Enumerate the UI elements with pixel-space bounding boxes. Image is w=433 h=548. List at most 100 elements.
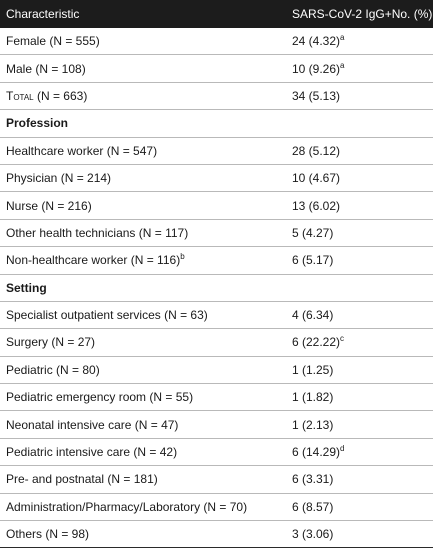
table-row: Pre- and postnatal (N = 181) 6 (3.31)	[0, 466, 433, 494]
table-row: Female (N = 555) 24 (4.32)a	[0, 28, 433, 56]
row-value: 1 (1.82)	[272, 390, 433, 404]
row-label-text: Non-healthcare worker (N = 116)	[6, 253, 181, 268]
row-value-text: 13 (6.02)	[292, 198, 341, 213]
row-label-text: Other health technicians (N = 117)	[6, 225, 189, 240]
row-label-text: Pre- and postnatal (N = 181)	[6, 472, 158, 487]
row-label: Non-healthcare worker (N = 116)b	[0, 252, 272, 268]
row-label-text: Others (N = 98)	[6, 527, 90, 542]
row-value-text: 10 (9.26)	[292, 61, 341, 76]
row-value: 4 (6.34)	[272, 308, 433, 322]
row-label-text: Neonatal intensive care (N = 47)	[6, 417, 179, 432]
row-label-text: Setting	[6, 280, 47, 295]
row-value: 6 (8.57)	[272, 500, 433, 514]
row-label-text: Pediatric intensive care (N = 42)	[6, 445, 178, 460]
table-row: Specialist outpatient services (N = 63) 4…	[0, 301, 433, 330]
row-label: Pediatric emergency room (N = 55)	[0, 390, 272, 404]
row-value-text: 10 (4.67)	[292, 171, 341, 186]
row-value: 6 (14.29)d	[272, 444, 433, 460]
footnote-marker: a	[340, 60, 345, 70]
row-value-text: 4 (6.34)	[292, 308, 334, 323]
row-label: Pediatric intensive care (N = 42)	[0, 445, 272, 459]
row-label-text: Total (N = 663)	[6, 88, 88, 103]
row-label: Neonatal intensive care (N = 47)	[0, 418, 272, 432]
row-value-text: 6 (22.22)	[292, 335, 341, 350]
row-value: 6 (3.31)	[272, 472, 433, 486]
row-value: 34 (5.13)	[272, 89, 433, 103]
row-label-text: Male (N = 108)	[6, 61, 86, 76]
row-label: Total (N = 663)	[0, 89, 272, 103]
row-label: Specialist outpatient services (N = 63)	[0, 308, 272, 322]
row-label: Male (N = 108)	[0, 62, 272, 76]
row-label-text: Female (N = 555)	[6, 34, 100, 49]
row-value-text: 6 (3.31)	[292, 472, 334, 487]
row-value: 28 (5.12)	[272, 144, 433, 158]
header-characteristic: Characteristic	[6, 7, 80, 21]
row-label-text: Profession	[6, 116, 69, 131]
row-value-text: 1 (2.13)	[292, 417, 334, 432]
row-value: 6 (22.22)c	[272, 334, 433, 350]
row-label-text: Administration/Pharmacy/Laboratory (N = …	[6, 499, 248, 514]
table-row: Nurse (N = 216) 13 (6.02)	[0, 192, 433, 220]
footnote-marker: a	[340, 33, 345, 43]
row-value-text: 3 (3.06)	[292, 527, 334, 542]
row-label: Other health technicians (N = 117)	[0, 226, 272, 240]
row-label-text: Pediatric emergency room (N = 55)	[6, 390, 194, 405]
table-body: Female (N = 555) 24 (4.32)a Male (N = 108)…	[0, 28, 433, 548]
table-header: Characteristic SARS-CoV-2 IgG+No. (%)	[0, 0, 433, 28]
row-label: Setting	[0, 281, 272, 295]
table-row: Pediatric intensive care (N = 42) 6 (14.2…	[0, 438, 433, 467]
row-value: 10 (9.26)a	[272, 60, 433, 76]
section-header-row: Setting	[0, 274, 433, 302]
row-label-text: Pediatric (N = 80)	[6, 362, 100, 377]
row-value: 13 (6.02)	[272, 199, 433, 213]
row-label-text: Surgery (N = 27)	[6, 335, 96, 350]
row-value-text: 5 (4.27)	[292, 225, 334, 240]
row-label: Others (N = 98)	[0, 527, 272, 541]
footnote-marker: b	[180, 252, 185, 262]
row-value: 5 (4.27)	[272, 226, 433, 240]
row-value-text: 1 (1.82)	[292, 390, 334, 405]
row-value-text: 24 (4.32)	[292, 34, 341, 49]
table-row: Non-healthcare worker (N = 116)b 6 (5.17)	[0, 247, 433, 275]
row-label: Nurse (N = 216)	[0, 199, 272, 213]
row-label-text: Nurse (N = 216)	[6, 198, 92, 213]
table-row: Administration/Pharmacy/Laboratory (N = …	[0, 493, 433, 522]
row-label-text: Physician (N = 214)	[6, 171, 112, 186]
row-label: Surgery (N = 27)	[0, 335, 272, 349]
row-label: Female (N = 555)	[0, 34, 272, 48]
table-row: Healthcare worker (N = 547) 28 (5.12)	[0, 137, 433, 165]
table-row: Physician (N = 214) 10 (4.67)	[0, 164, 433, 193]
row-value: 1 (2.13)	[272, 418, 433, 432]
header-result: SARS-CoV-2 IgG+No. (%)	[292, 7, 433, 21]
row-value-text: 6 (14.29)	[292, 445, 341, 460]
row-value: 1 (1.25)	[272, 363, 433, 377]
table-row: Surgery (N = 27) 6 (22.22)c	[0, 329, 433, 357]
table-row: Other health technicians (N = 117) 5 (4.2…	[0, 219, 433, 248]
row-label-text: Healthcare worker (N = 547)	[6, 143, 158, 158]
row-label: Pediatric (N = 80)	[0, 363, 272, 377]
footnote-marker: c	[340, 334, 345, 344]
table-row: Male (N = 108) 10 (9.26)a	[0, 55, 433, 83]
row-value-text: 28 (5.12)	[292, 143, 341, 158]
table-row: Neonatal intensive care (N = 47) 1 (2.13)	[0, 411, 433, 439]
row-value: 24 (4.32)a	[272, 33, 433, 49]
row-label: Pre- and postnatal (N = 181)	[0, 472, 272, 486]
row-value-text: 34 (5.13)	[292, 88, 341, 103]
row-label: Profession	[0, 116, 272, 130]
table-row: Pediatric emergency room (N = 55) 1 (1.82…	[0, 384, 433, 412]
table-row: Others (N = 98) 3 (3.06)	[0, 521, 433, 548]
row-label: Healthcare worker (N = 547)	[0, 144, 272, 158]
row-value-text: 6 (5.17)	[292, 253, 334, 268]
row-value-text: 6 (8.57)	[292, 499, 334, 514]
row-label: Physician (N = 214)	[0, 171, 272, 185]
section-header-row: Profession	[0, 110, 433, 138]
total-row: Total (N = 663) 34 (5.13)	[0, 82, 433, 111]
footnote-marker: d	[340, 444, 345, 454]
row-label: Administration/Pharmacy/Laboratory (N = …	[0, 500, 272, 514]
row-value: 3 (3.06)	[272, 527, 433, 541]
row-value-text: 1 (1.25)	[292, 362, 334, 377]
table-row: Pediatric (N = 80) 1 (1.25)	[0, 356, 433, 385]
row-value: 10 (4.67)	[272, 171, 433, 185]
row-label-text: Specialist outpatient services (N = 63)	[6, 308, 208, 323]
